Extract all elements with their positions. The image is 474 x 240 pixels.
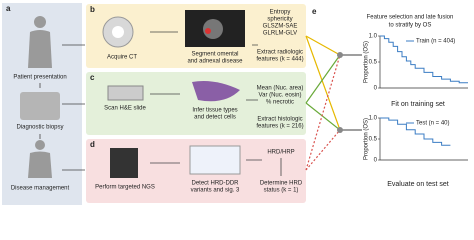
label: Detect HRD-DDR [191,181,239,187]
fusion-c [305,54,341,131]
head2 [35,140,45,150]
label: Entropy [270,10,291,16]
label: Extract histologic [257,117,302,123]
label: HRD/HRP [267,150,294,156]
label: Diagnostic biopsy [16,125,63,131]
y-axis-label: Proportion (OS) [364,118,370,160]
km-curve [380,117,451,146]
label: sphericity [267,17,292,23]
label: Extract radiologic [257,50,303,56]
fusion-lines [305,35,362,171]
label: variants and sig. 3 [191,188,240,194]
ct-hole [112,26,124,38]
y-tick-label: 0.5 [369,60,378,66]
label: b [90,5,95,14]
label: features (k = 444) [256,57,303,63]
legend-label: Test (n = 40) [416,121,450,127]
label: and adnexal disease [187,59,243,65]
head [34,16,46,28]
a-arrows [39,44,85,171]
fusion-d [305,54,341,171]
label: Feature selection and late fusion [367,15,454,21]
caption: Fit on training set [391,101,445,108]
label: GLRLM-GLV [263,31,297,37]
y-axis-label: Proportion (OS) [364,41,370,83]
km-curve [380,35,468,84]
figure: a b c d e Patient presentation Diagnostic biop… [2,3,468,205]
fusion-node [337,127,343,133]
label: c [90,73,95,82]
y-tick-label: 0 [374,158,378,164]
label: features (k = 216) [256,124,303,130]
legend-label: Train (n = 404) [416,39,455,45]
variant-grid [189,145,241,175]
label: d [90,140,95,149]
ct-seg [205,28,211,34]
label: Acquire CT [107,55,137,61]
label: Determine HRD [260,181,303,187]
label: Perform targeted NGS [95,185,155,191]
label: status (k = 1) [264,188,299,194]
y-tick-label: 0 [374,86,378,92]
y-tick-label: 1.0 [369,34,378,40]
label: a [6,4,11,13]
biopsy-icon [20,92,60,120]
label: Disease management [11,186,70,192]
fusion-out [340,54,362,131]
slide-image [192,81,240,102]
label: Var (Nuc. eosin) [259,93,302,99]
label: Scan H&E slide [104,106,146,112]
label: GLSZM-SAE [263,24,298,30]
label: e [312,7,317,16]
label: % necrotic [266,100,294,106]
label: and detect cells [194,115,236,121]
patient-icons [20,16,60,178]
caption: Evaluate on test set [387,181,449,188]
body2 [28,151,52,178]
arrow [150,31,262,164]
label: Segment omental [191,52,238,58]
y-tick-label: 1.0 [369,116,378,122]
arrow [62,44,85,171]
label: Mean (Nuc. area) [257,86,304,92]
label: Patient presentation [13,75,66,81]
step-arrows [150,31,282,176]
body [28,30,52,68]
label: Infer tissue types [192,108,237,114]
scanner-icon [107,85,144,101]
fusion-node [337,52,343,58]
sequencer-icon [110,148,138,178]
page: a b c d e Patient presentation Diagnostic biop… [2,3,468,205]
y-tick-label: 0.5 [369,137,378,143]
label: to stratify by OS [389,23,432,29]
fusion-b [305,35,341,131]
